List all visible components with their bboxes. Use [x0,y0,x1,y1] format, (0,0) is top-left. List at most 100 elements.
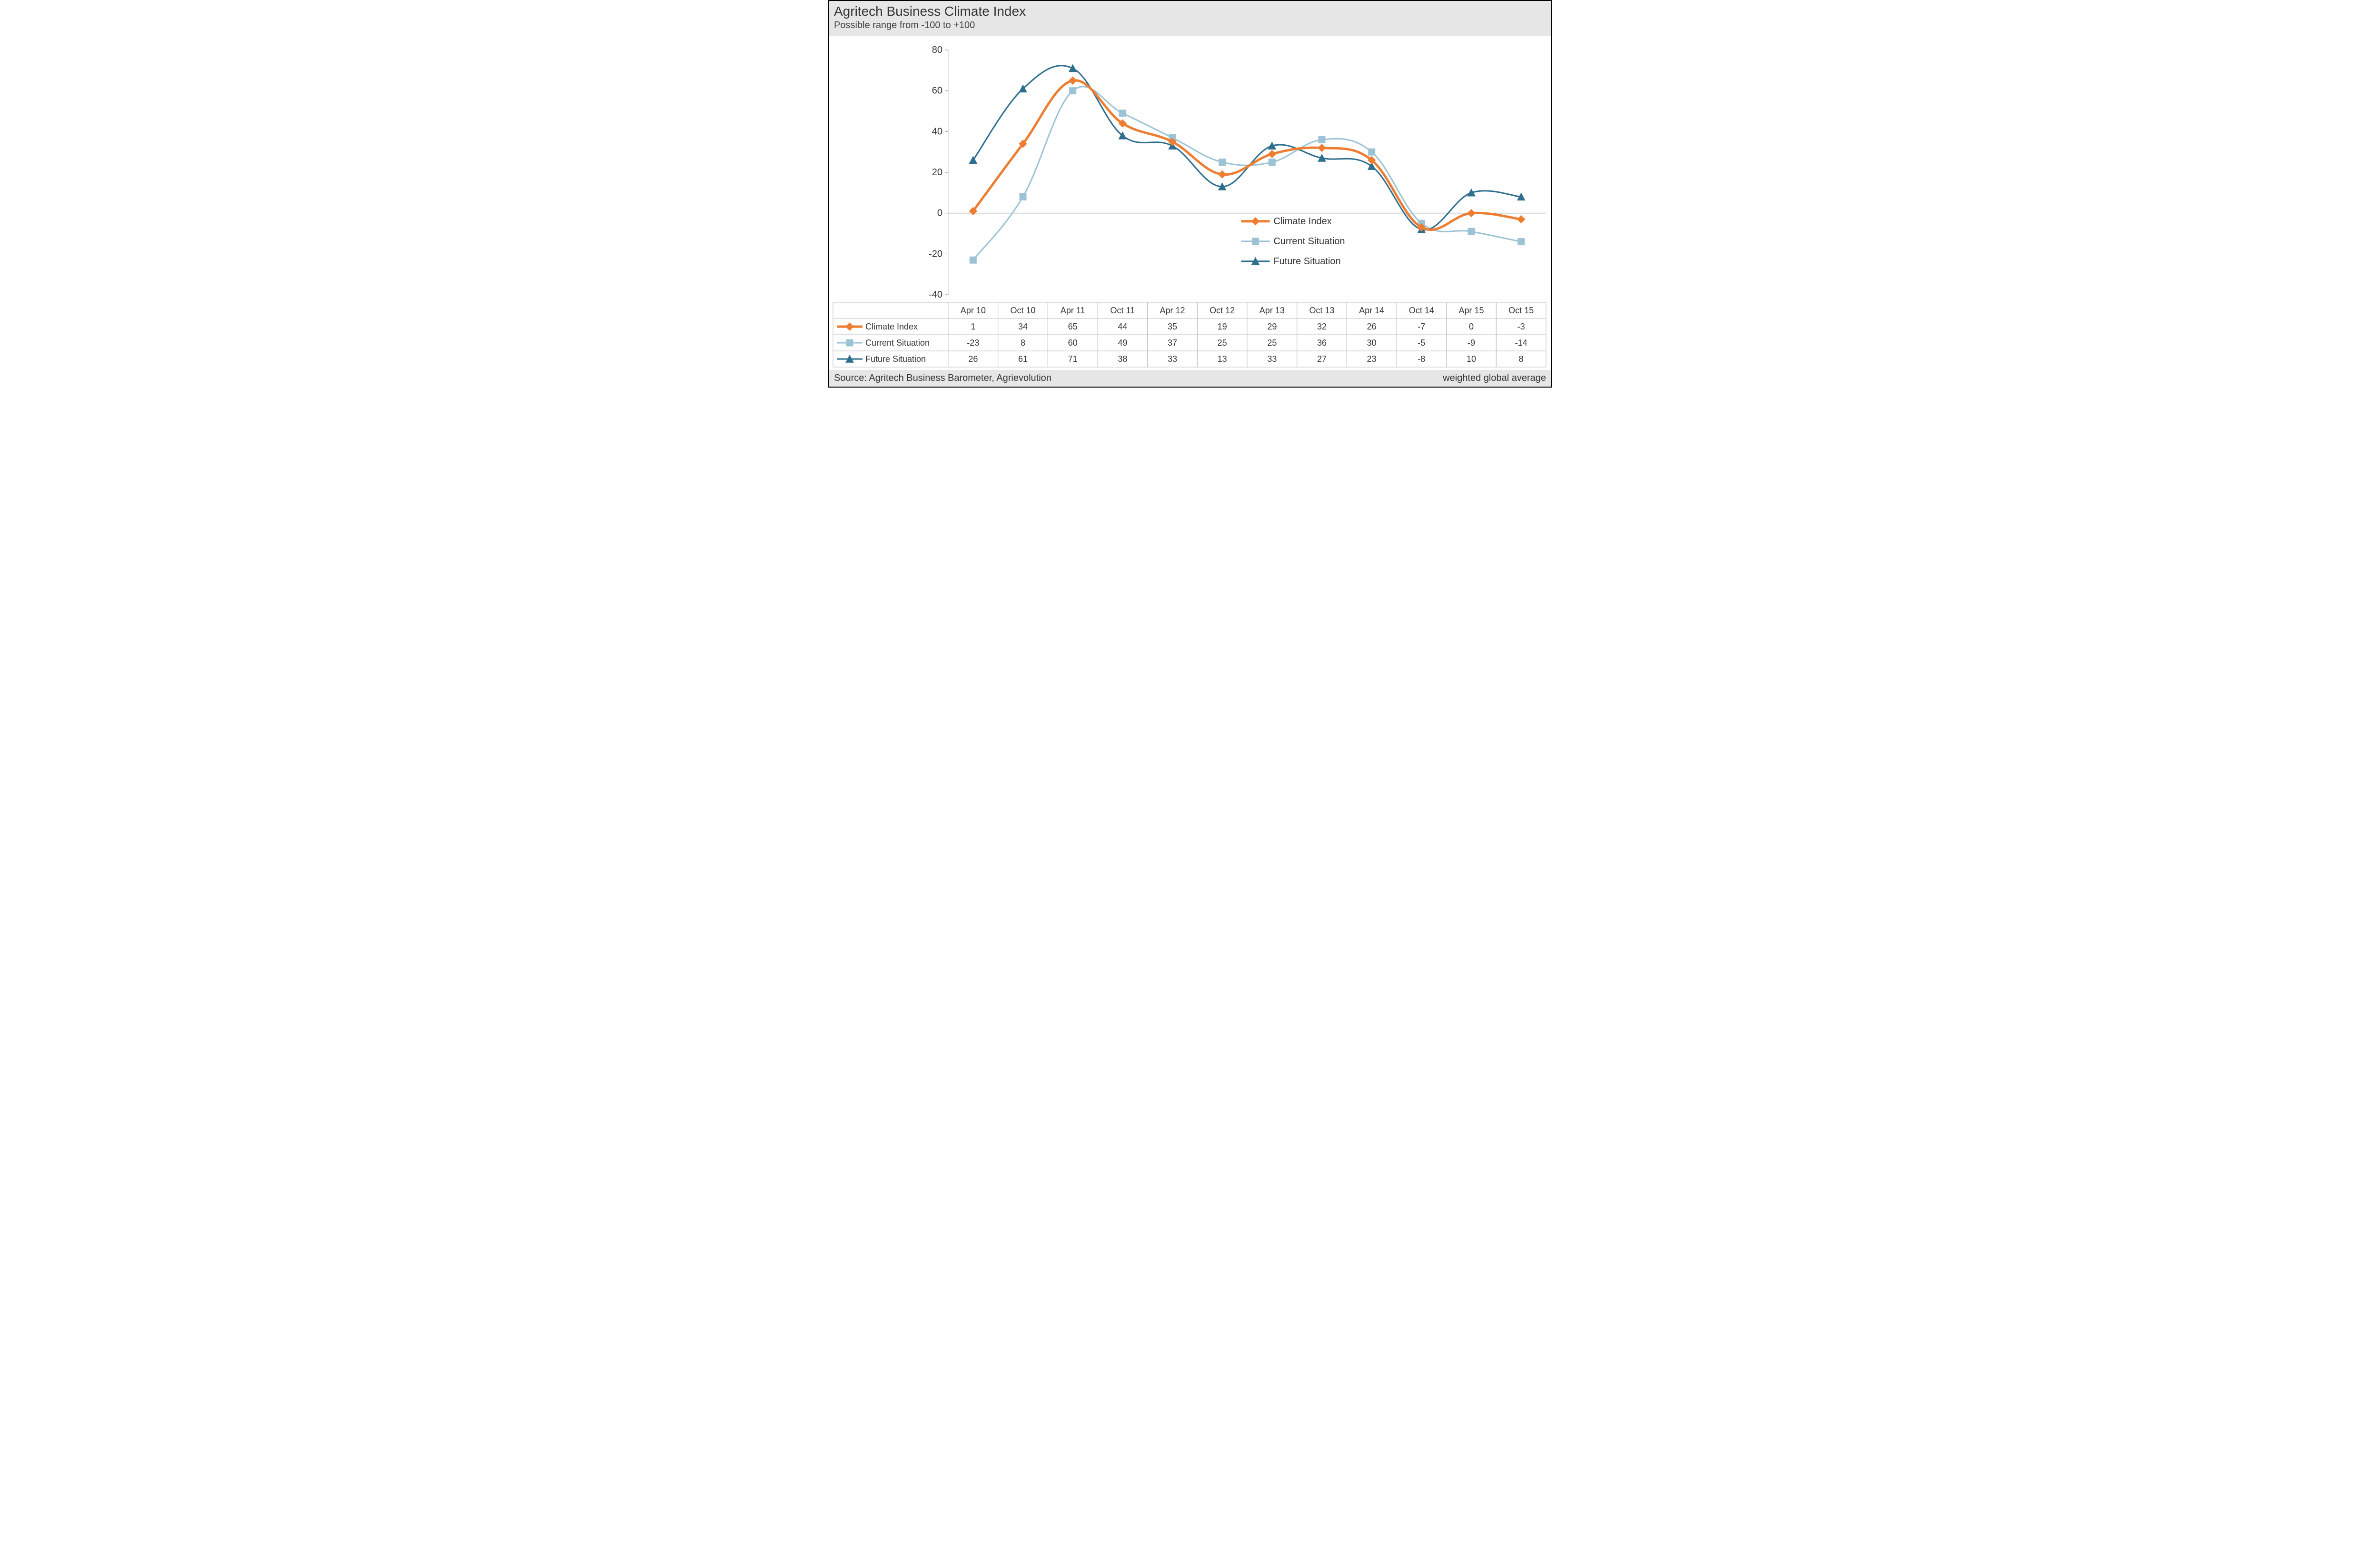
x-category-label: Oct 11 [1110,306,1135,315]
plot-area: -40-20020406080Climate IndexCurrent Situ… [929,45,1546,300]
row-label-future: Future Situation [865,354,926,364]
y-tick-label: 80 [932,45,942,55]
x-category-label: Apr 11 [1061,306,1085,315]
table-value: 13 [1218,354,1227,364]
marker-triangle [1069,65,1077,72]
y-tick-label: -40 [929,289,942,300]
marker-diamond [1069,77,1077,84]
table-value: 29 [1267,322,1277,331]
marker-square [1368,149,1375,155]
marker-diamond [846,323,853,330]
series-future [969,65,1525,233]
table-value: -9 [1468,338,1475,348]
legend-label-climate: Climate Index [1273,216,1331,227]
marker-diamond [1268,150,1276,158]
y-tick-label: 20 [932,167,942,178]
table-value: 8 [1519,354,1524,364]
table-value: 10 [1467,354,1476,364]
chart-frame: Agritech Business Climate Index Possible… [828,0,1552,388]
table-value: 71 [1068,354,1078,364]
marker-diamond [1517,216,1525,223]
table-value: 33 [1267,354,1277,364]
table-value: 1 [971,322,975,331]
table-value: 61 [1018,354,1028,364]
x-category-label: Apr 12 [1160,306,1185,315]
marker-square [1070,88,1076,94]
marker-square [970,257,976,263]
table-value: 37 [1168,338,1177,348]
line-climate [973,80,1521,230]
marker-square [1252,238,1259,245]
table-value: 32 [1317,322,1327,331]
series-current [970,87,1524,263]
row-head-current [837,339,863,346]
table-value: 33 [1168,354,1177,364]
table-value: -14 [1515,338,1527,348]
x-category-label: Apr 15 [1458,306,1484,315]
marker-diamond [1219,170,1226,178]
table-value: 8 [1021,338,1025,348]
row-label-climate: Climate Index [865,322,918,331]
table-value: 36 [1317,338,1327,348]
chart-footer: Source: Agritech Business Barometer, Agr… [829,370,1551,387]
table-value: -23 [967,338,979,348]
table-value: 34 [1018,322,1028,331]
table-value: 0 [1469,322,1474,331]
x-category-label: Oct 12 [1210,306,1235,315]
table-value: -7 [1418,322,1425,331]
chart-header: Agritech Business Climate Index Possible… [829,1,1551,36]
y-tick-label: -20 [929,249,942,259]
marker-diamond [1468,209,1475,217]
table-value: 25 [1218,338,1227,348]
x-category-label: Apr 13 [1259,306,1285,315]
chart-body: -40 -20 0 20 40 60 80 Climate Index Current Situ… [829,36,1551,370]
footer-note: weighted global average [1443,373,1546,384]
chart-subtitle: Possible range from -100 to +100 [834,20,1546,31]
marker-square [1119,110,1126,117]
marker-diamond [1318,144,1326,152]
marker-square [846,339,853,346]
x-category-label: Apr 10 [961,306,986,315]
table-value: 25 [1267,338,1277,348]
marker-square [1518,239,1525,245]
line-future [973,66,1521,230]
marker-square [1269,159,1275,166]
chart-legend: Climate Index Current Situation Future Sit… [1241,216,1345,267]
x-category-label: Apr 14 [1359,306,1384,315]
row-head-future [837,355,863,362]
table-value: -8 [1418,354,1425,364]
x-category-label: Oct 14 [1409,306,1434,315]
legend-label-current: Current Situation [1273,236,1345,247]
table-cell [833,302,948,319]
marker-square [1468,228,1475,235]
marker-square [1020,193,1026,200]
table-value: 26 [1367,322,1377,331]
table-value: -3 [1517,322,1525,331]
table-value: 49 [1118,338,1127,348]
table-value: -5 [1418,338,1425,348]
line-current [973,87,1521,260]
table-value: 35 [1168,322,1177,331]
table-value: 60 [1068,338,1078,348]
table-value: 19 [1218,322,1227,331]
table-value: 23 [1367,354,1377,364]
x-category-label: Oct 13 [1309,306,1334,315]
data-table: Apr 10Oct 10Apr 11Oct 11Apr 12Oct 12Apr … [833,302,1546,367]
series-climate [969,77,1525,231]
y-tick-label: 60 [932,86,942,96]
footer-source: Source: Agritech Business Barometer, Agr… [834,373,1051,384]
marker-diamond [1251,218,1259,225]
x-category-label: Oct 15 [1508,306,1534,315]
table-value: 27 [1317,354,1327,364]
table-value: 26 [968,354,978,364]
table-value: 44 [1118,322,1127,331]
table-value: 38 [1118,354,1127,364]
row-head-climate [837,323,863,330]
table-value: 30 [1367,338,1377,348]
table-value: 65 [1068,322,1078,331]
y-tick-label: 40 [932,126,942,137]
marker-square [1319,136,1325,143]
row-label-current: Current Situation [865,338,930,348]
legend-label-future: Future Situation [1273,256,1340,267]
chart-title: Agritech Business Climate Index [834,4,1546,19]
